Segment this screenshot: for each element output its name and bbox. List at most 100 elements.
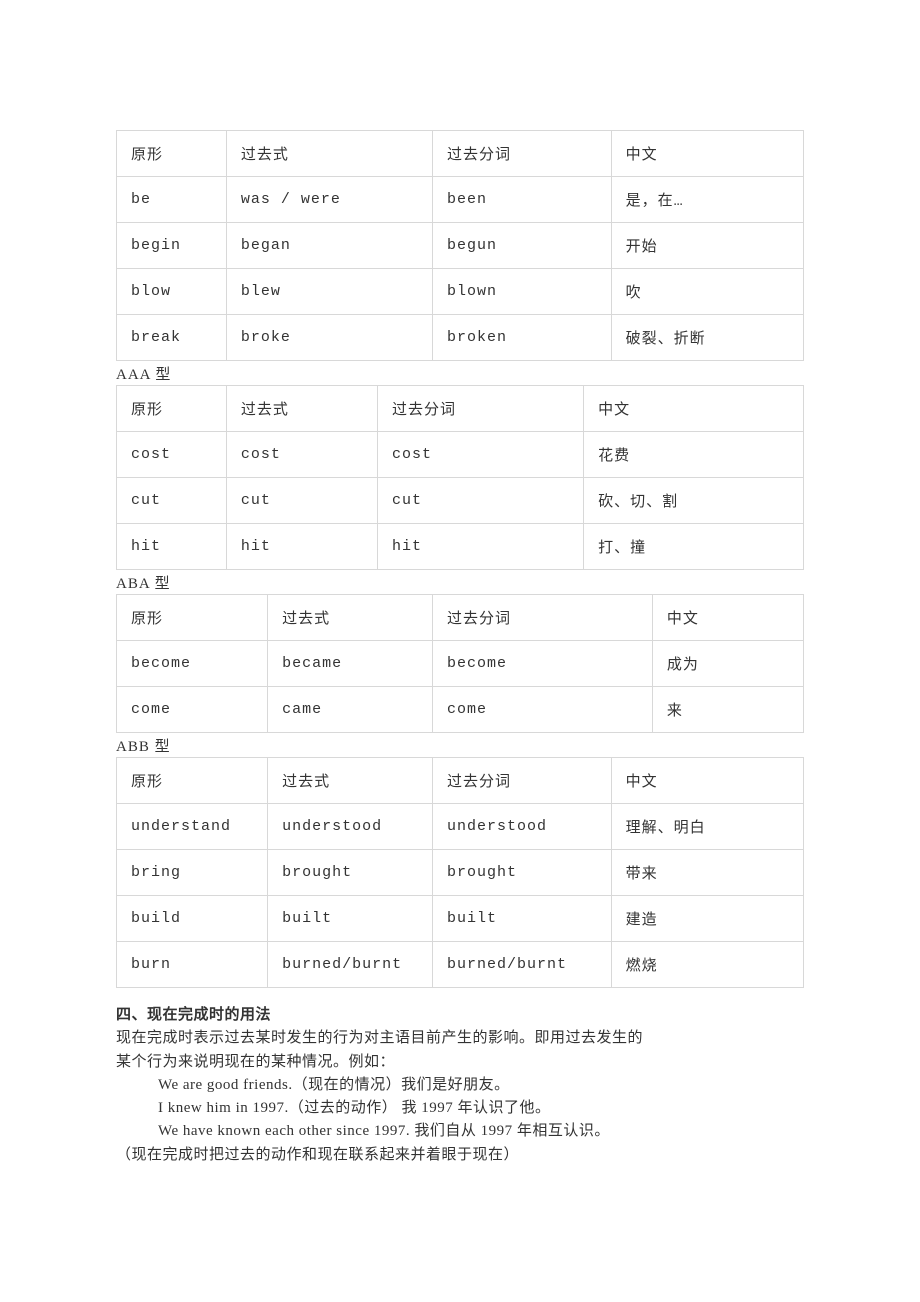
table-row: come came come 来: [117, 687, 804, 733]
col-header: 过去式: [226, 131, 432, 177]
cell: 燃烧: [611, 942, 803, 988]
example-sentence: We have known each other since 1997. 我们自…: [116, 1120, 804, 1143]
cell: came: [268, 687, 433, 733]
col-header: 过去分词: [378, 386, 584, 432]
col-header: 中文: [584, 386, 804, 432]
table-row: hit hit hit 打、撞: [117, 524, 804, 570]
cell: come: [117, 687, 268, 733]
table-row: blow blew blown 吹: [117, 269, 804, 315]
cell: hit: [378, 524, 584, 570]
cell: cost: [117, 432, 227, 478]
cell: 破裂、折断: [611, 315, 803, 361]
table-header-row: 原形 过去式 过去分词 中文: [117, 758, 804, 804]
col-header: 中文: [611, 131, 803, 177]
cell: become: [117, 641, 268, 687]
cell: cost: [378, 432, 584, 478]
example-sentence: We are good friends.（现在的情况）我们是好朋友。: [116, 1074, 804, 1097]
cell: cut: [117, 478, 227, 524]
explanation-section: 四、现在完成时的用法 现在完成时表示过去某时发生的行为对主语目前产生的影响。即用…: [116, 1004, 804, 1167]
verb-table-aba: 原形 过去式 过去分词 中文 become became become 成为 c…: [116, 594, 804, 733]
cell: was / were: [226, 177, 432, 223]
cell: broke: [226, 315, 432, 361]
cell: brought: [268, 850, 433, 896]
cell: hit: [117, 524, 227, 570]
table-row: build built built 建造: [117, 896, 804, 942]
cell: blew: [226, 269, 432, 315]
verb-table-abc: 原形 过去式 过去分词 中文 be was / were been 是，在… b…: [116, 130, 804, 361]
col-header: 过去分词: [433, 758, 612, 804]
table-row: become became become 成为: [117, 641, 804, 687]
paragraph-line: （现在完成时把过去的动作和现在联系起来并着眼于现在）: [116, 1144, 804, 1167]
section-label-aba: ABA 型: [116, 570, 804, 594]
table-row: begin began begun 开始: [117, 223, 804, 269]
table-row: understand understood understood 理解、明白: [117, 804, 804, 850]
col-header: 过去分词: [433, 595, 653, 641]
paragraph-line: 现在完成时表示过去某时发生的行为对主语目前产生的影响。即用过去发生的: [116, 1027, 804, 1050]
cell: begun: [433, 223, 612, 269]
cell: 花费: [584, 432, 804, 478]
cell: burned/burnt: [433, 942, 612, 988]
cell: blow: [117, 269, 227, 315]
cell: understand: [117, 804, 268, 850]
cell: cut: [378, 478, 584, 524]
col-header: 原形: [117, 131, 227, 177]
cell: 砍、切、割: [584, 478, 804, 524]
col-header: 原形: [117, 595, 268, 641]
cell: understood: [268, 804, 433, 850]
cell: 吹: [611, 269, 803, 315]
table-header-row: 原形 过去式 过去分词 中文: [117, 386, 804, 432]
col-header: 过去式: [226, 386, 377, 432]
cell: break: [117, 315, 227, 361]
col-header: 过去式: [268, 595, 433, 641]
col-header: 原形: [117, 386, 227, 432]
cell: 带来: [611, 850, 803, 896]
cell: 是，在…: [611, 177, 803, 223]
col-header: 中文: [611, 758, 803, 804]
col-header: 中文: [652, 595, 803, 641]
cell: 建造: [611, 896, 803, 942]
cell: 开始: [611, 223, 803, 269]
cell: 理解、明白: [611, 804, 803, 850]
paragraph-line: 某个行为来说明现在的某种情况。例如：: [116, 1051, 804, 1074]
cell: built: [433, 896, 612, 942]
table-row: bring brought brought 带来: [117, 850, 804, 896]
cell: broken: [433, 315, 612, 361]
cell: be: [117, 177, 227, 223]
cell: cost: [226, 432, 377, 478]
table-header-row: 原形 过去式 过去分词 中文: [117, 131, 804, 177]
col-header: 原形: [117, 758, 268, 804]
table-row: break broke broken 破裂、折断: [117, 315, 804, 361]
col-header: 过去分词: [433, 131, 612, 177]
cell: burned/burnt: [268, 942, 433, 988]
cell: hit: [226, 524, 377, 570]
cell: blown: [433, 269, 612, 315]
col-header: 过去式: [268, 758, 433, 804]
section-label-abb: ABB 型: [116, 733, 804, 757]
cell: 来: [652, 687, 803, 733]
cell: come: [433, 687, 653, 733]
cell: bring: [117, 850, 268, 896]
cell: become: [433, 641, 653, 687]
cell: 成为: [652, 641, 803, 687]
cell: 打、撞: [584, 524, 804, 570]
verb-table-abb: 原形 过去式 过去分词 中文 understand understood und…: [116, 757, 804, 988]
cell: built: [268, 896, 433, 942]
cell: build: [117, 896, 268, 942]
cell: burn: [117, 942, 268, 988]
cell: cut: [226, 478, 377, 524]
section-heading: 四、现在完成时的用法: [116, 1004, 804, 1027]
table-row: burn burned/burnt burned/burnt 燃烧: [117, 942, 804, 988]
table-row: be was / were been 是，在…: [117, 177, 804, 223]
table-row: cut cut cut 砍、切、割: [117, 478, 804, 524]
cell: begin: [117, 223, 227, 269]
cell: brought: [433, 850, 612, 896]
verb-table-aaa: 原形 过去式 过去分词 中文 cost cost cost 花费 cut cut…: [116, 385, 804, 570]
section-label-aaa: AAA 型: [116, 361, 804, 385]
example-sentence: I knew him in 1997.（过去的动作） 我 1997 年认识了他。: [116, 1097, 804, 1120]
cell: became: [268, 641, 433, 687]
cell: began: [226, 223, 432, 269]
cell: understood: [433, 804, 612, 850]
table-header-row: 原形 过去式 过去分词 中文: [117, 595, 804, 641]
cell: been: [433, 177, 612, 223]
table-row: cost cost cost 花费: [117, 432, 804, 478]
